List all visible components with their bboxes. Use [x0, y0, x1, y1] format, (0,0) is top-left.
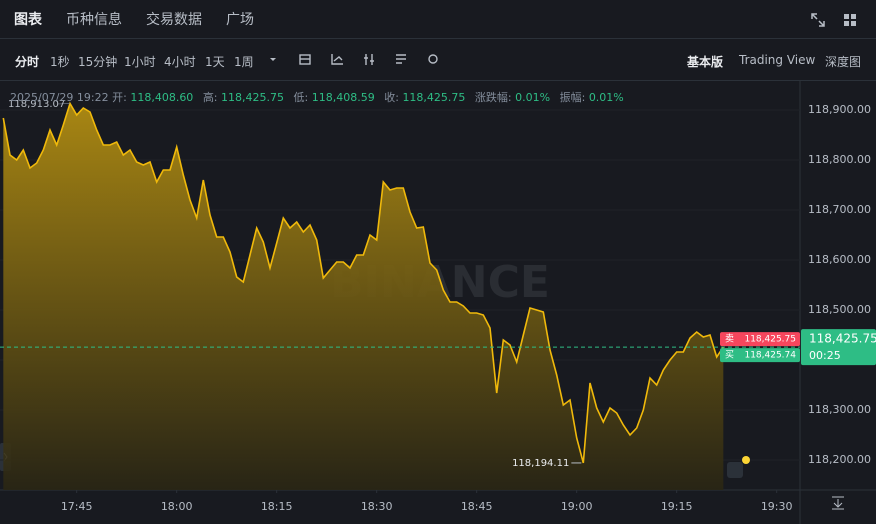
value: 118,425.75 [221, 91, 285, 104]
y-tick-label: 118,500.00 [808, 303, 871, 316]
price-line [2, 101, 724, 464]
interval[interactable]: 分时 [15, 55, 40, 69]
y-tick-label: 118,200.00 [808, 453, 871, 466]
tab[interactable]: 币种信息 [66, 12, 122, 28]
x-tick-label: 19:15 [661, 500, 693, 513]
chart: BINANCE 118,200.00118,300.00118,400.0011… [0, 80, 876, 524]
view-tab[interactable]: Trading View [739, 53, 816, 67]
interval[interactable]: 1小时 [124, 55, 156, 69]
y-tick-label: 118,800.00 [808, 153, 871, 166]
value: 118,408.60 [130, 91, 194, 104]
scale-icon[interactable] [832, 496, 844, 510]
y-tick-label: 118,700.00 [808, 203, 871, 216]
interval[interactable]: 1天 [205, 55, 225, 69]
sell-tag-label: 卖 [725, 334, 734, 345]
tab-bar: 图表 币种信息 交易数据 广场 [0, 0, 876, 39]
label: 涨跌幅: [474, 91, 512, 104]
x-tick-label: 17:45 [61, 500, 93, 513]
high-leader [57, 103, 71, 105]
x-tick-label: 19:00 [561, 500, 593, 513]
sell-tag [720, 332, 800, 347]
value: 118,425.75 [402, 91, 466, 104]
last-price-box [801, 329, 876, 366]
area [3, 103, 724, 490]
event-icon [727, 462, 743, 478]
label: 低: [293, 91, 309, 104]
label: 收: [384, 91, 399, 104]
x-tick-label: 18:45 [461, 500, 493, 513]
ohlc-info: 2025/07/29 19:22 开: 118,408.60 高: 118,42… [10, 89, 630, 105]
y-tick-label: 118,900.00 [808, 103, 871, 116]
interval[interactable]: 15分钟 [78, 55, 118, 69]
low-label: 118,194.11 [512, 458, 569, 469]
event-dot [742, 456, 750, 464]
buy-tag-label: 买 [725, 350, 734, 361]
buy-tag-price: 118,425.74 [744, 351, 796, 361]
value: 0.01% [515, 91, 551, 104]
high-label: 118,913.07 [8, 99, 65, 110]
interval[interactable]: 1周 [234, 55, 254, 69]
x-tick-label: 18:30 [361, 500, 393, 513]
x-tick-label: 18:00 [161, 500, 193, 513]
tool-icons[interactable] [266, 51, 446, 69]
tab[interactable]: 广场 [226, 12, 254, 28]
toolbar: 分时 1秒 15分钟 1小时 4小时 1天 1周 基本版 Trading Vie… [0, 39, 876, 81]
y-tick-label: 118,300.00 [808, 403, 871, 416]
sell-tag-price: 118,425.75 [744, 335, 796, 345]
label: 振幅: [559, 91, 586, 104]
x-tick-label: 18:15 [261, 500, 293, 513]
label: 高: [202, 91, 218, 104]
window-icons[interactable] [810, 12, 866, 28]
value: 0.01% [588, 91, 624, 104]
last-price: 118,425.75 [809, 332, 876, 346]
interval[interactable]: 1秒 [50, 55, 70, 69]
interval[interactable]: 4小时 [164, 55, 196, 69]
tab[interactable]: 交易数据 [146, 12, 202, 28]
view-tab[interactable]: 深度图 [825, 55, 862, 69]
value: 118,408.59 [311, 91, 375, 104]
tab[interactable]: 图表 [14, 12, 42, 28]
buy-tag [720, 348, 800, 363]
date: 2025/07/29 19:22 [10, 91, 109, 104]
countdown: 00:25 [809, 349, 841, 362]
y-tick-label: 118,600.00 [808, 253, 871, 266]
label: 开: [112, 91, 127, 104]
view-tab[interactable]: 基本版 [687, 55, 724, 69]
x-tick-label: 19:30 [761, 500, 793, 513]
